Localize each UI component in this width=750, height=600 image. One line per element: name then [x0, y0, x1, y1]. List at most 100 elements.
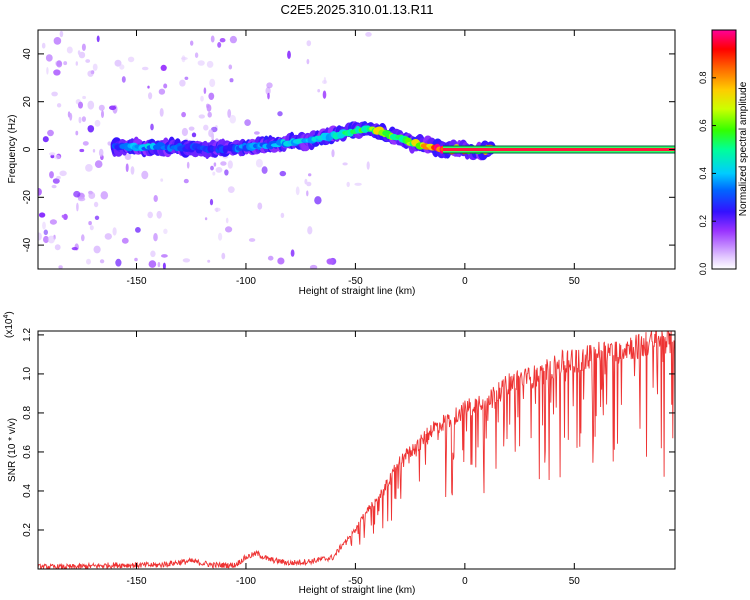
noise-speck	[66, 46, 73, 54]
noise-speck	[218, 232, 223, 241]
noise-speck	[158, 88, 166, 95]
noise-speck	[280, 212, 285, 218]
noise-speck	[181, 111, 187, 118]
noise-speck	[79, 148, 85, 153]
noise-speck	[67, 111, 71, 118]
spectrogram-xtick-label: -150	[126, 276, 146, 287]
noise-speck	[121, 76, 126, 83]
noise-speck	[78, 116, 82, 124]
noise-speck	[107, 141, 112, 146]
noise-speck	[81, 234, 85, 242]
noise-speck	[115, 258, 122, 267]
tone-band-core	[443, 148, 675, 151]
noise-speck	[92, 63, 98, 71]
snr-xtick-label: 50	[569, 576, 581, 587]
noise-speck	[38, 212, 46, 218]
noise-speck	[265, 86, 271, 95]
noise-speck	[228, 64, 233, 70]
snr-xtick-label: 0	[462, 576, 468, 587]
noise-speck	[306, 40, 312, 47]
noise-speck	[53, 154, 61, 160]
spectrogram-xtick-label: 0	[462, 276, 468, 287]
noise-speck	[59, 30, 64, 38]
snr-multiplier-base: (x10	[4, 318, 15, 338]
noise-speck	[101, 110, 104, 118]
noise-speck	[85, 59, 91, 63]
noise-speck	[127, 56, 135, 63]
noise-speck	[98, 104, 105, 111]
noise-speck	[215, 167, 223, 173]
noise-speck	[56, 60, 63, 68]
noise-speck	[277, 257, 285, 265]
noise-speck	[346, 181, 350, 188]
noise-speck	[153, 233, 158, 242]
noise-speck	[73, 190, 81, 198]
noise-speck	[290, 249, 295, 257]
noise-speck	[43, 235, 49, 244]
noise-speck	[94, 160, 103, 169]
colorbar-tick-label: 0.0	[698, 263, 708, 276]
spectrogram-ytick-label: 20	[22, 96, 33, 108]
noise-speck	[279, 170, 287, 177]
snr-ytick-label: 0.4	[22, 484, 33, 498]
noise-speck	[206, 60, 214, 68]
noise-speck	[342, 162, 348, 166]
noise-speck	[366, 161, 370, 170]
noise-speck	[208, 129, 214, 138]
figure-title: C2E5.2025.310.01.13.R11	[281, 2, 434, 17]
noise-speck	[125, 163, 129, 172]
noise-speck	[75, 61, 79, 66]
noise-speck	[295, 186, 300, 196]
spectrogram-marks	[38, 30, 675, 269]
noise-speck	[257, 202, 263, 210]
snr-axes: -150 -100 -50 0 50 0.2 0.4 0.6 0.8 1.0 1.2	[22, 328, 675, 587]
noise-speck	[163, 83, 168, 89]
noise-speck	[255, 158, 263, 168]
noise-speck	[159, 108, 164, 117]
noise-speck	[81, 116, 86, 122]
noise-speck	[87, 125, 95, 133]
noise-speck	[141, 66, 149, 71]
noise-speck	[56, 175, 61, 180]
noise-speck	[52, 178, 60, 184]
noise-speck	[92, 149, 96, 153]
spectrogram-ylabel: Frequency (Hz)	[7, 115, 18, 184]
noise-speck	[53, 37, 62, 45]
noise-speck	[85, 164, 93, 172]
noise-speck	[163, 228, 168, 234]
noise-speck	[254, 131, 260, 135]
noise-speck	[306, 58, 310, 65]
noise-speck	[306, 181, 312, 187]
noise-speck	[51, 184, 57, 189]
spectrogram-frame	[37, 29, 676, 270]
noise-speck	[179, 79, 186, 87]
noise-speck	[210, 35, 215, 43]
noise-speck	[209, 78, 216, 88]
noise-speck	[153, 195, 158, 202]
noise-speck	[160, 64, 167, 71]
noise-speck	[94, 119, 101, 127]
noise-speck	[227, 160, 233, 169]
noise-speck	[209, 198, 214, 206]
noise-speck	[197, 60, 205, 66]
noise-speck	[309, 264, 318, 269]
noise-speck	[191, 132, 197, 138]
noise-speck	[182, 258, 191, 263]
noise-speck	[354, 182, 362, 186]
snr-ytick-label: 0.2	[22, 523, 33, 537]
noise-speck	[98, 148, 104, 157]
noise-speck	[206, 104, 212, 112]
noise-speck	[210, 165, 214, 171]
noise-speck	[112, 227, 117, 236]
noise-speck	[160, 178, 164, 182]
spectrogram-panel: -150 -100 -50 0 50 -40 -20 0 20 40 Height of stra…	[7, 29, 676, 297]
spectrogram-ytick-label: 40	[22, 48, 33, 60]
noise-speck	[266, 82, 273, 89]
noise-speck	[87, 70, 94, 77]
noise-speck	[212, 171, 216, 176]
colorbar-tick-label: 0.2	[698, 215, 708, 228]
snr-frame	[37, 330, 676, 570]
noise-speck	[326, 258, 334, 265]
